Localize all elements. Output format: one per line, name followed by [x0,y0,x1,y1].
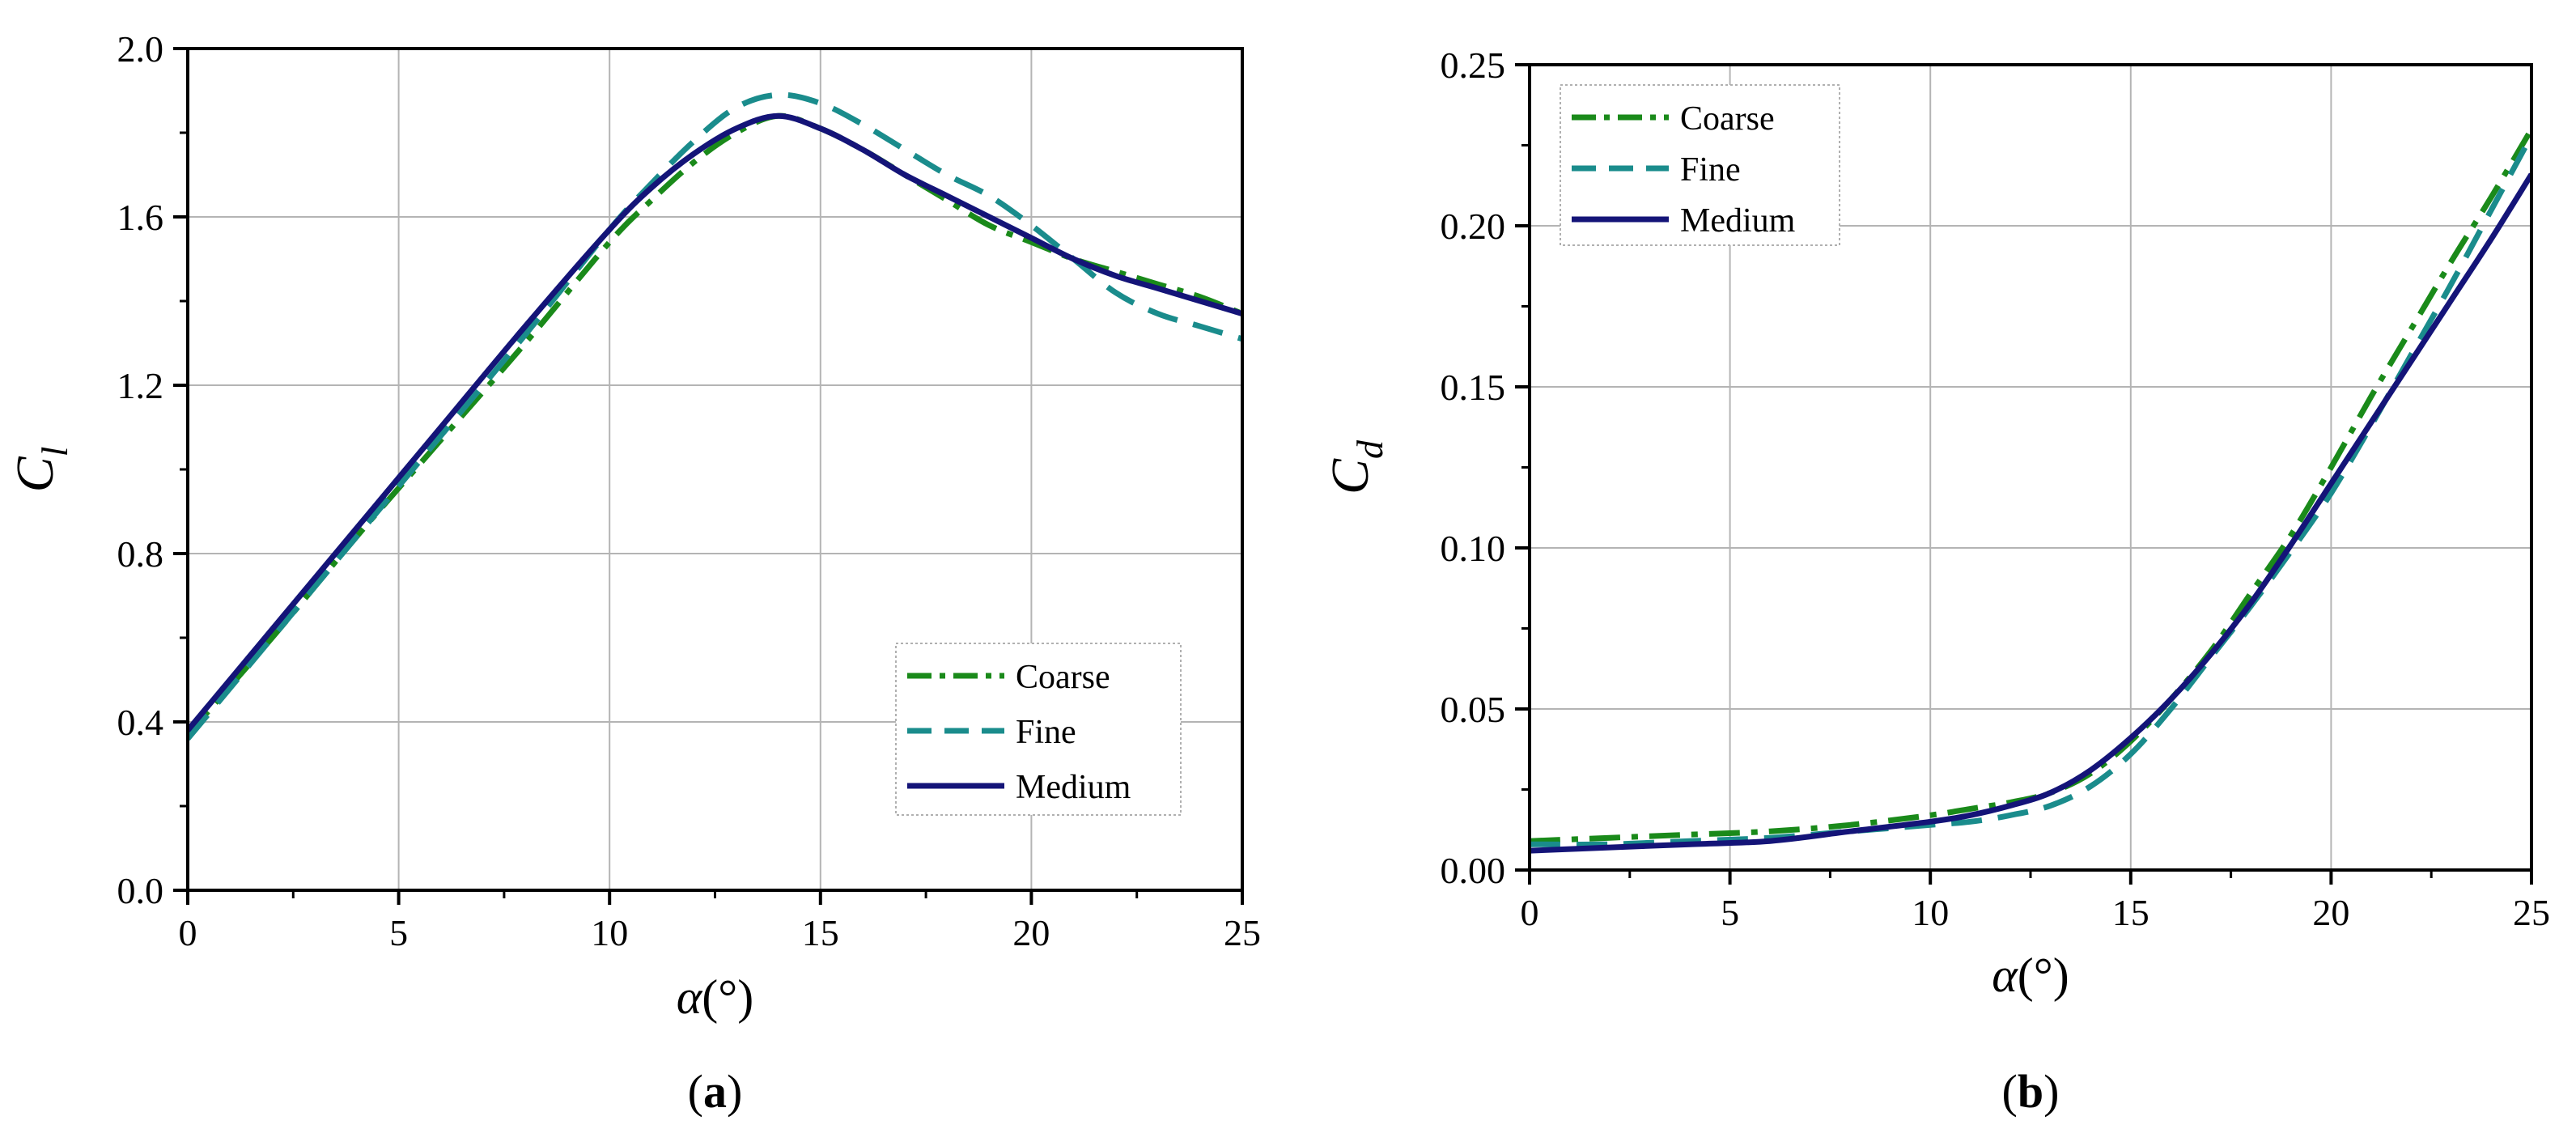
legend-label-medium: Medium [1016,769,1131,806]
x-axis-label-unit: (°) [2018,949,2069,1002]
x-tick-label: 5 [389,912,408,953]
y-axis-label-main: C [6,456,65,492]
y-axis-label: Cl [6,447,75,493]
legend-label-coarse: Coarse [1680,100,1775,138]
chart-panel-b: 0 5 10 15 20 25 0.00 0.05 0.10 0.15 0.20 0.25 α(°) Cd… [1321,45,2550,1118]
series-line-medium [188,112,1242,732]
panel-label: (b) [2002,1065,2060,1118]
x-tick-label: 0 [1521,892,1539,933]
y-axis-label-sub: l [34,447,75,457]
y-tick-label: 0.8 [117,533,164,575]
series-group [188,91,1242,741]
x-axis-label-symbol: α [1992,949,2018,1002]
y-axis-label: Cd [1321,439,1390,494]
y-axis-label-sub: d [1349,439,1390,459]
x-tick-label: 5 [1721,892,1739,933]
series-group [1530,127,2531,854]
y-tick-label: 2.0 [117,28,164,70]
x-tick-label: 15 [2112,892,2149,933]
x-tick-label: 25 [1224,912,1261,953]
legend-label-fine: Fine [1680,151,1741,189]
y-tick-label: 0.25 [1441,45,1506,86]
y-tick-label: 0.10 [1441,528,1506,569]
x-tick-label: 10 [1912,892,1949,933]
y-tick-label: 1.6 [117,197,164,238]
y-tick-label: 0.00 [1441,850,1506,891]
series-line-coarse [188,112,1242,736]
y-tick-label: 1.2 [117,365,164,406]
x-axis-label: α(°) [677,970,753,1024]
y-tick-label: 0.0 [117,870,164,911]
series-line-medium [1530,172,2531,854]
x-tick-label: 20 [2312,892,2349,933]
legend-label-medium: Medium [1680,202,1796,240]
x-axis-label-unit: (°) [702,970,753,1024]
legend: Coarse Fine Medium [895,643,1182,816]
x-tick-label: 0 [179,912,197,953]
y-tick-label: 0.15 [1441,367,1506,408]
panel-letter: b [2018,1065,2043,1118]
x-tick-label: 10 [591,912,628,953]
chart-panel-a: 0 5 10 15 20 25 0.0 0.4 0.8 1.2 1.6 2.0 α(°) Cl Coarse… [6,28,1261,1118]
x-tick-label: 15 [802,912,839,953]
panel-label: (a) [688,1065,743,1118]
x-axis-label-symbol: α [677,970,703,1024]
x-axis-label: α(°) [1992,949,2069,1002]
y-tick-label: 0.05 [1441,689,1506,730]
y-axis-label-main: C [1321,458,1380,494]
y-tick-label: 0.4 [117,702,164,743]
legend-label-fine: Fine [1016,714,1076,751]
y-tick-label: 0.20 [1441,206,1506,247]
panel-letter: a [703,1065,727,1118]
x-tick-label: 20 [1012,912,1050,953]
x-tick-label: 25 [2513,892,2550,933]
legend: Coarse Fine Medium [1560,84,1840,246]
series-line-fine [188,91,1242,741]
series-line-fine [1530,134,2531,847]
legend-label-coarse: Coarse [1016,659,1110,696]
